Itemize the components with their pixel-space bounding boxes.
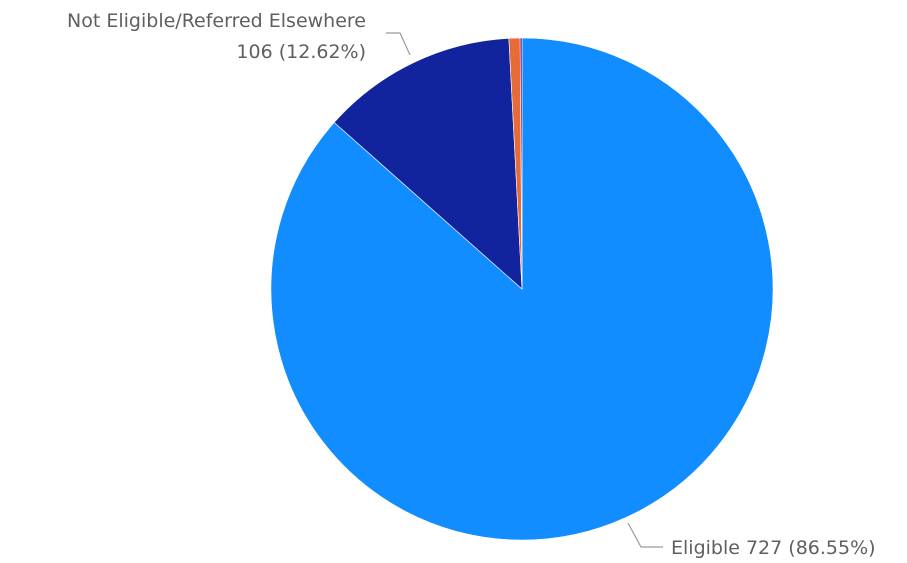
pie-slice-not-eligible-referred-elsewhere[interactable] xyxy=(333,38,523,290)
slice-label-not-eligible-line1: Not Eligible/Referred Elsewhere xyxy=(67,10,366,32)
label-leader-eligible xyxy=(627,522,663,548)
slice-label-eligible: Eligible 727 (86.55%) xyxy=(671,537,876,559)
slice-label-not-eligible-line2: 106 (12.62%) xyxy=(236,41,366,63)
pie-slices xyxy=(270,37,774,541)
pie-slice-unlabeled-3[interactable] xyxy=(519,37,523,290)
label-leader-not-eligible xyxy=(386,32,411,56)
